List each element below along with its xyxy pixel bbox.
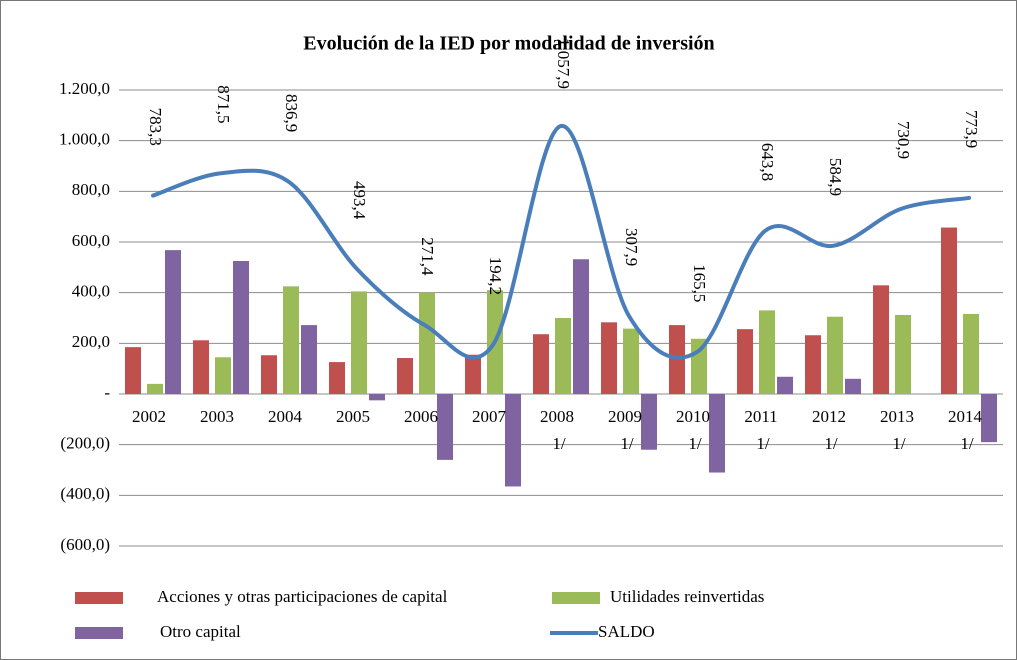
bar: [759, 310, 775, 394]
data-label: 783,3: [146, 108, 165, 146]
bar: [805, 335, 821, 394]
bar: [573, 259, 589, 394]
data-label: 493,4: [350, 181, 369, 220]
bar: [215, 357, 231, 394]
line: [151, 124, 971, 360]
bar: [533, 334, 549, 394]
bar: [963, 313, 979, 394]
y-tick-label: (200,0): [60, 434, 110, 453]
x-tick-label: 2008: [540, 407, 574, 426]
bar: [623, 328, 639, 394]
x-tick-label: 2011: [744, 407, 777, 426]
y-tick-label: 1.200,0: [59, 79, 110, 98]
bar: [981, 394, 997, 443]
y-tick-label: (600,0): [60, 535, 110, 554]
y-tick-label: 800,0: [72, 180, 110, 199]
bar: [777, 376, 793, 394]
legend-label: SALDO: [598, 622, 655, 641]
bar: [233, 261, 249, 394]
data-label: 1.057,9: [554, 38, 573, 89]
bar: [827, 316, 843, 394]
data-label: 643,8: [758, 143, 777, 181]
x-tick-label: 2007: [472, 407, 507, 426]
x-tick-label: 1/: [756, 434, 770, 453]
x-tick-label: 2012: [812, 407, 846, 426]
legend-swatch: [75, 592, 123, 604]
bar: [845, 378, 861, 394]
x-tick-label: 1/: [824, 434, 838, 453]
x-tick-label: 2004: [268, 407, 303, 426]
data-label: 194,2: [486, 257, 505, 295]
x-tick-label: 1/: [552, 434, 566, 453]
x-tick-label: 2009: [608, 407, 642, 426]
x-tick-label: 2006: [404, 407, 438, 426]
bar: [193, 340, 209, 394]
bar: [505, 394, 521, 487]
bar: [555, 318, 571, 394]
bar: [641, 394, 657, 450]
bar: [465, 354, 481, 394]
bar: [601, 322, 617, 394]
x-tick-label: 1/: [688, 434, 702, 453]
x-tick-label: 2005: [336, 407, 370, 426]
y-tick-label: -: [104, 383, 110, 402]
x-tick-label: 2014: [948, 407, 983, 426]
bar: [165, 250, 181, 394]
bar: [351, 291, 367, 394]
bar: [329, 362, 345, 394]
x-tick-label: 2003: [200, 407, 234, 426]
data-label: 307,9: [622, 228, 641, 266]
y-tick-label: 400,0: [72, 282, 110, 301]
x-tick-label: 1/: [960, 434, 974, 453]
bar: [737, 329, 753, 394]
x-tick-label: 2013: [880, 407, 914, 426]
y-tick-label: 600,0: [72, 231, 110, 250]
data-label: 271,4: [418, 237, 437, 276]
bar: [873, 285, 889, 394]
bar: [397, 358, 413, 394]
legend-label: Otro capital: [160, 622, 241, 641]
bar: [437, 394, 453, 460]
y-tick-label: (400,0): [60, 484, 110, 503]
bar: [301, 325, 317, 394]
data-label: 871,5: [214, 85, 233, 123]
bar: [147, 383, 163, 394]
data-label: 730,9: [894, 121, 913, 159]
bar: [895, 314, 911, 394]
bar: [283, 286, 299, 394]
bar: [709, 394, 725, 473]
y-tick-label: 200,0: [72, 332, 110, 351]
y-tick-label: 1.000,0: [59, 130, 110, 149]
bar: [369, 394, 385, 401]
x-tick-label: 1/: [892, 434, 906, 453]
data-label: 584,9: [826, 158, 845, 196]
data-label: 773,9: [962, 110, 981, 148]
legend-swatch: [552, 592, 600, 604]
bar: [261, 355, 277, 394]
bar: [125, 347, 141, 394]
x-tick-label: 1/: [620, 434, 634, 453]
x-tick-label: 2002: [132, 407, 166, 426]
data-label: 836,9: [282, 94, 301, 132]
data-label: 165,5: [690, 264, 709, 302]
legend-label: Acciones y otras participaciones de capi…: [157, 587, 448, 606]
bar: [941, 227, 957, 394]
chart-title: Evolución de la IED por modalidad de inv…: [303, 33, 714, 55]
bar: [419, 292, 435, 394]
legend-label: Utilidades reinvertidas: [610, 587, 764, 606]
x-tick-label: 2010: [676, 407, 710, 426]
legend-swatch: [75, 627, 123, 639]
